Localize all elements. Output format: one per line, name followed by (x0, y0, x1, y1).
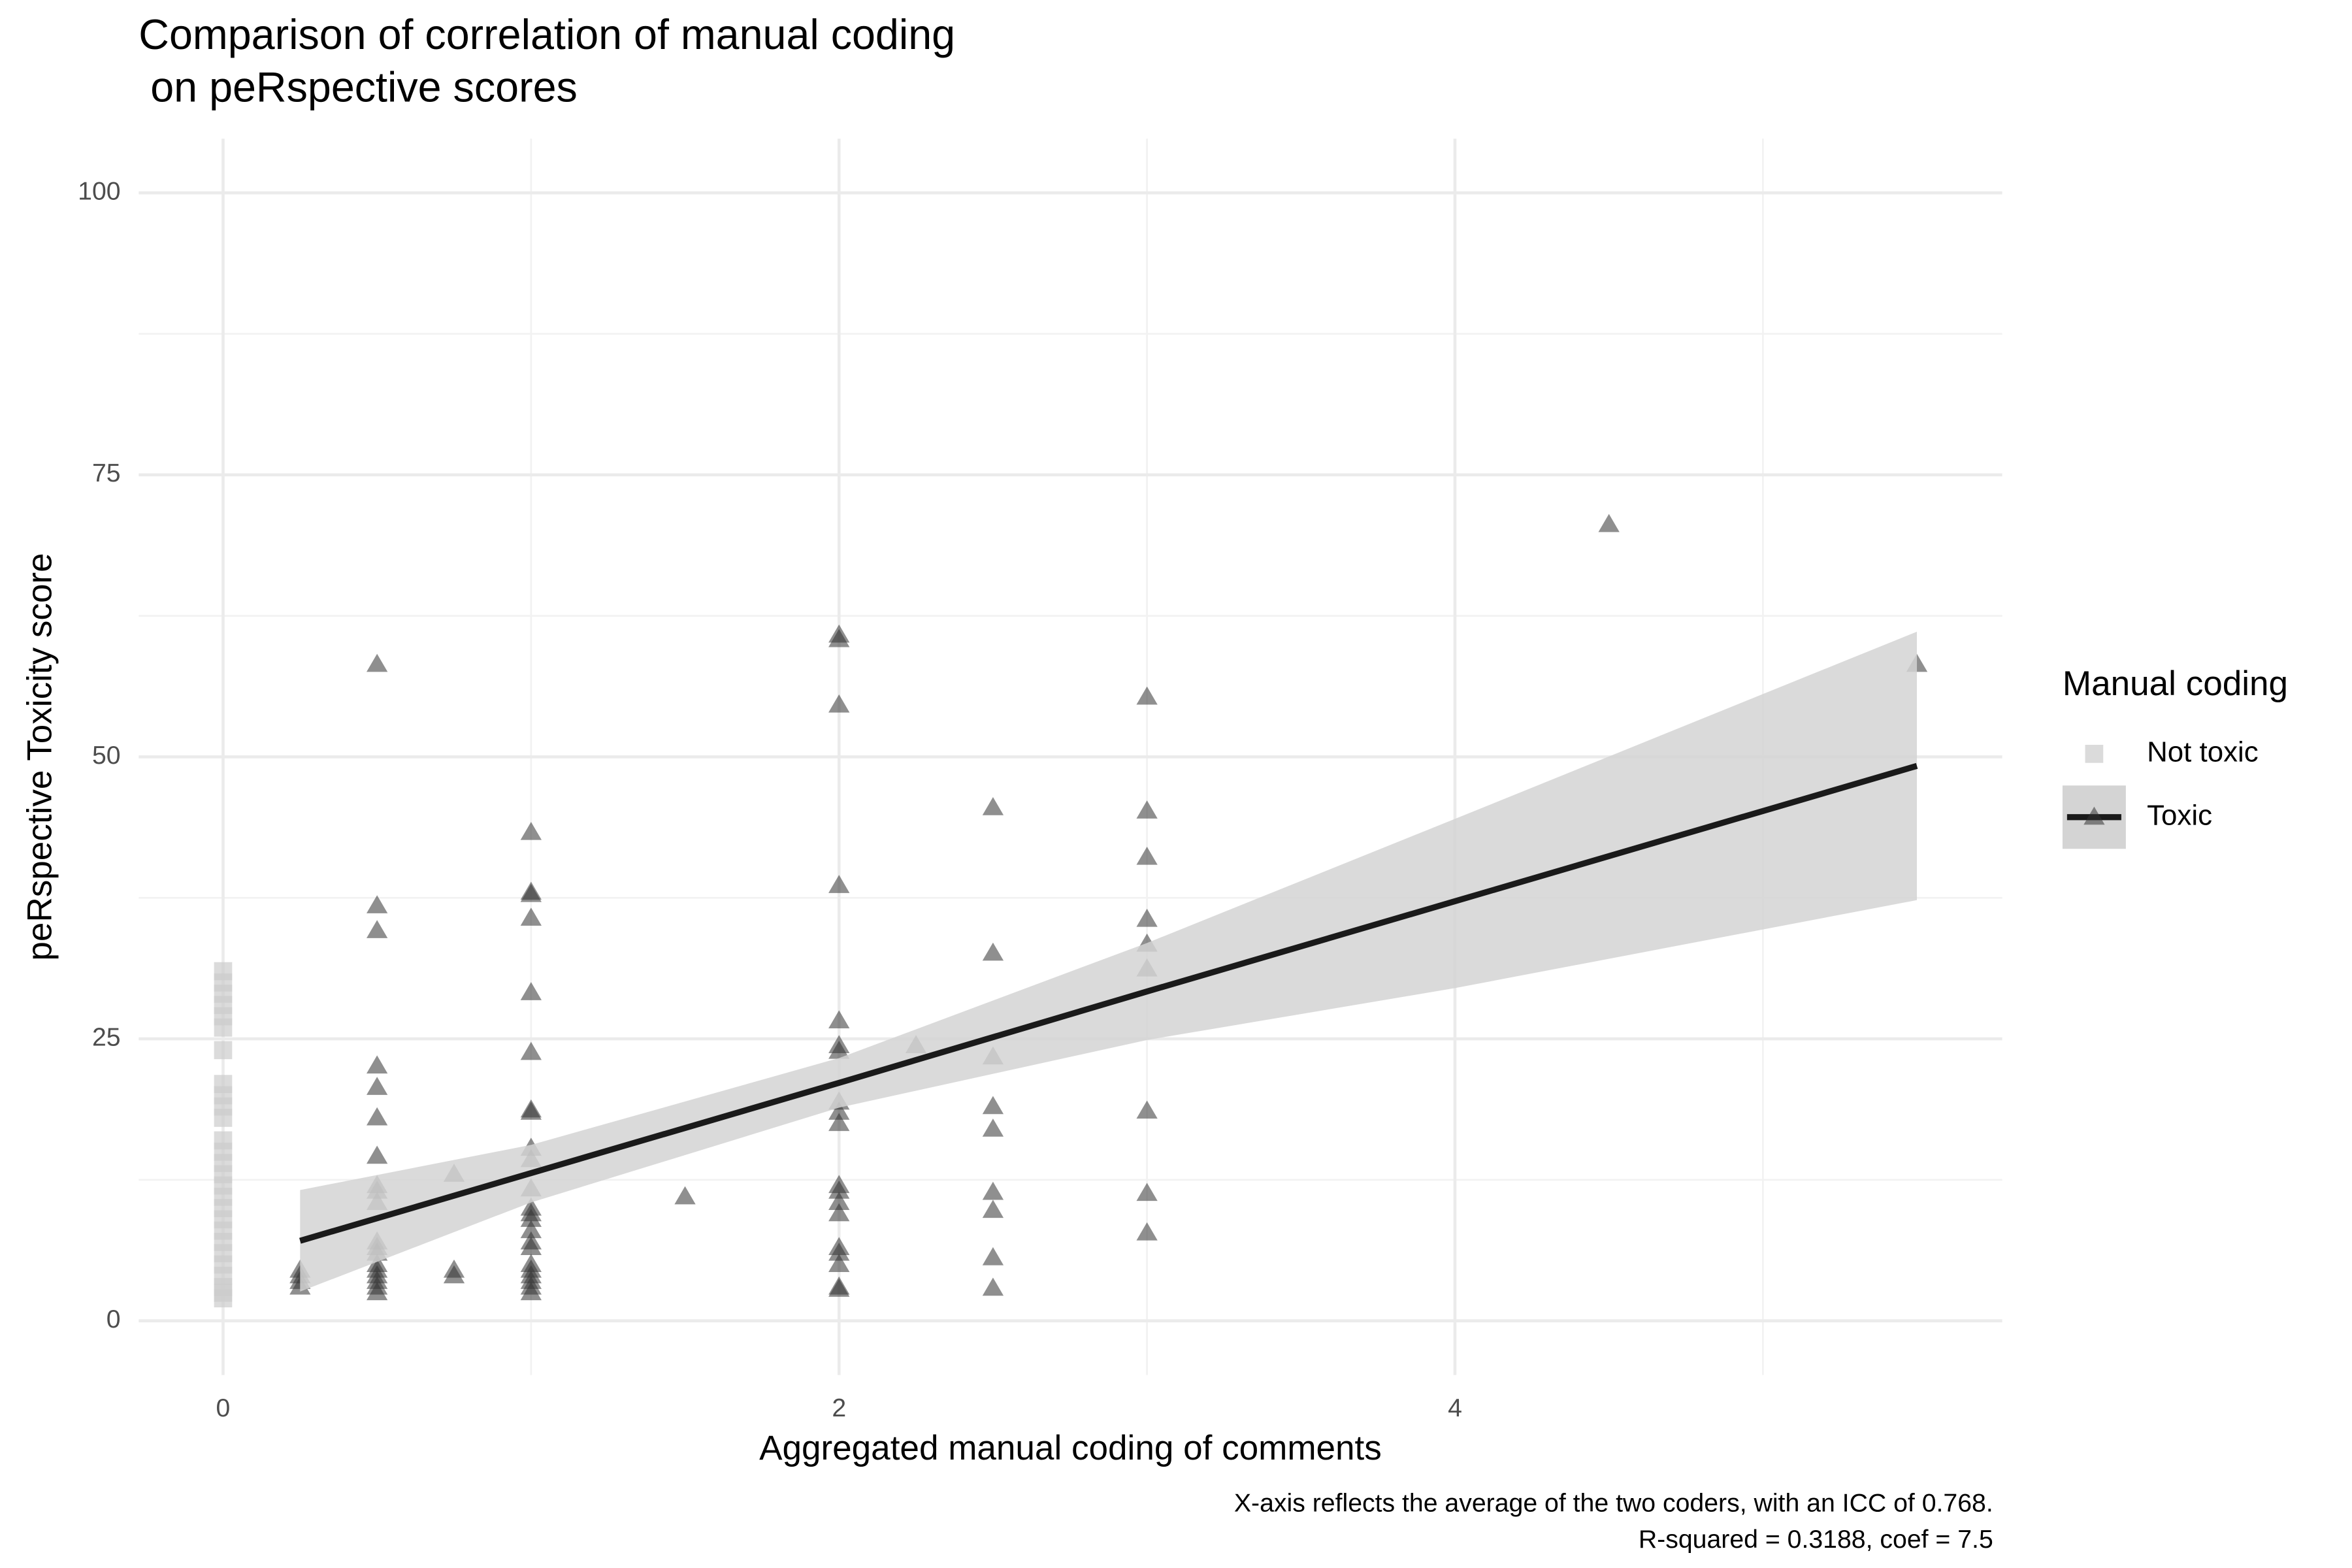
point (1136, 1222, 1158, 1241)
point (1136, 686, 1158, 705)
point (520, 883, 542, 902)
point (367, 1282, 388, 1301)
point (520, 1102, 542, 1120)
x-tick-label: 2 (832, 1394, 846, 1422)
point (367, 895, 388, 913)
caption: R-squared = 0.3188, coef = 7.5 (1639, 1525, 1993, 1554)
point (828, 694, 850, 713)
point (520, 1041, 542, 1060)
point (828, 1010, 850, 1029)
legend-marker (2083, 806, 2105, 825)
chart-title: Comparison of correlation of manual codi… (139, 11, 955, 58)
point (520, 1209, 542, 1227)
point (214, 1289, 233, 1308)
point (828, 1254, 850, 1272)
chart-title: on peRspective scores (139, 64, 578, 111)
point (828, 1181, 850, 1199)
point (367, 1145, 388, 1164)
point (828, 1279, 850, 1297)
point (828, 1102, 850, 1120)
point (982, 1096, 1004, 1115)
y-axis-title: peRspective Toxicity score (21, 553, 59, 960)
point (982, 1247, 1004, 1266)
point (520, 821, 542, 840)
point (982, 1119, 1004, 1137)
point (1136, 1183, 1158, 1201)
caption: X-axis reflects the average of the two c… (1234, 1488, 1993, 1517)
y-tick-label: 50 (92, 741, 121, 770)
point (982, 942, 1004, 961)
x-tick-label: 0 (216, 1394, 231, 1422)
x-tick-label: 4 (1448, 1394, 1462, 1422)
y-tick-label: 0 (106, 1305, 121, 1333)
point (828, 629, 850, 647)
point (828, 1192, 850, 1210)
point (214, 1041, 233, 1060)
point (1136, 908, 1158, 927)
point (828, 875, 850, 893)
legend-title: Manual coding (2063, 664, 2288, 703)
x-axis-title: Aggregated manual coding of comments (759, 1429, 1382, 1467)
point (520, 982, 542, 1000)
point (367, 1107, 388, 1126)
legend-marker (2085, 745, 2104, 763)
point (674, 1186, 696, 1205)
point (982, 1277, 1004, 1296)
point (982, 1181, 1004, 1200)
y-tick-label: 25 (92, 1022, 121, 1051)
point (367, 1077, 388, 1095)
point (828, 1203, 850, 1222)
point (214, 1018, 233, 1037)
trend-line (299, 762, 1918, 1244)
point (982, 797, 1004, 815)
point (1598, 514, 1620, 532)
confidence-band (300, 631, 1918, 1292)
y-tick-label: 75 (92, 459, 121, 487)
point (520, 907, 542, 926)
point (520, 1237, 542, 1256)
point (367, 920, 388, 938)
legend-label: Toxic (2147, 799, 2212, 831)
point (982, 1200, 1004, 1218)
point (367, 1055, 388, 1074)
y-tick-label: 100 (78, 177, 120, 206)
point (1136, 846, 1158, 865)
point (443, 1265, 465, 1284)
point (828, 1242, 850, 1261)
point (214, 1109, 233, 1127)
point (1136, 1100, 1158, 1119)
point (520, 1220, 542, 1239)
point (828, 1040, 850, 1059)
point (520, 1282, 542, 1301)
point (828, 1113, 850, 1132)
legend-label: Not toxic (2147, 736, 2259, 768)
point (367, 653, 388, 672)
point (1136, 800, 1158, 819)
